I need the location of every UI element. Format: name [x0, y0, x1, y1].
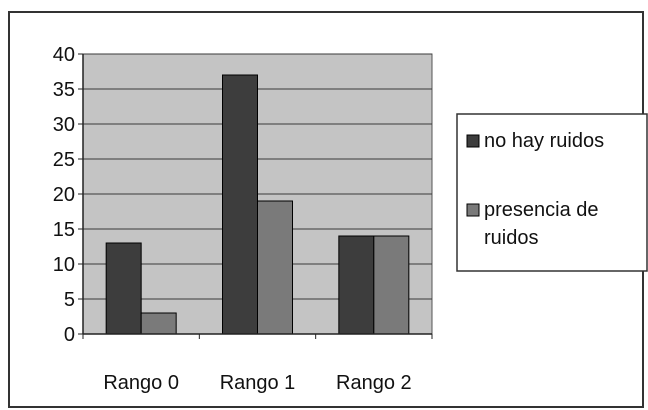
legend: no hay ruidos presencia de ruidos [456, 113, 648, 272]
y-tick-label: 40 [53, 44, 75, 66]
x-tick-labels: Rango 0 Rango 1 Rango 2 [103, 372, 411, 394]
y-tick-label: 25 [53, 149, 75, 171]
bars [105, 74, 410, 335]
axes [78, 53, 433, 339]
y-tick-label: 10 [53, 254, 75, 276]
x-tick-label: Rango 1 [220, 372, 296, 394]
y-tick-label: 35 [53, 79, 75, 101]
y-tick-label: 30 [53, 114, 75, 136]
y-tick-label: 20 [53, 184, 75, 206]
bar [338, 235, 375, 335]
legend-swatch [466, 134, 480, 148]
x-tick-label: Rango 0 [103, 372, 179, 394]
bar [373, 235, 410, 335]
legend-label: ruidos [484, 227, 538, 249]
bar [222, 74, 258, 335]
legend-swatch [466, 203, 480, 217]
legend-label: presencia de [484, 199, 599, 221]
y-tick-label: 5 [64, 289, 75, 311]
bar [257, 200, 293, 335]
legend-box [456, 113, 648, 272]
bar [105, 242, 142, 335]
y-tick-label: 15 [53, 219, 75, 241]
x-tick-label: Rango 2 [336, 372, 412, 394]
y-tick-label: 0 [64, 324, 75, 346]
legend-label: no hay ruidos [484, 130, 604, 152]
bar [140, 312, 177, 335]
y-tick-labels: 0 5 10 15 20 25 30 35 40 [53, 44, 75, 346]
